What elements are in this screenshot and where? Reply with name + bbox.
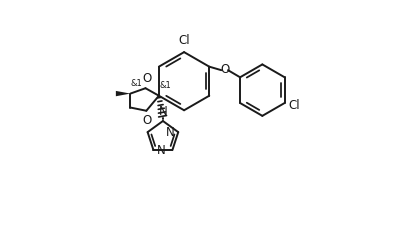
Text: N: N bbox=[166, 126, 175, 139]
Text: O: O bbox=[220, 63, 229, 76]
Text: &1: &1 bbox=[160, 81, 171, 90]
Text: N: N bbox=[157, 144, 166, 157]
Text: Cl: Cl bbox=[178, 34, 190, 47]
Text: O: O bbox=[142, 72, 151, 85]
Text: N: N bbox=[158, 105, 167, 118]
Text: Cl: Cl bbox=[289, 99, 300, 112]
Polygon shape bbox=[116, 91, 130, 96]
Text: &1: &1 bbox=[131, 79, 143, 88]
Text: O: O bbox=[143, 114, 152, 127]
